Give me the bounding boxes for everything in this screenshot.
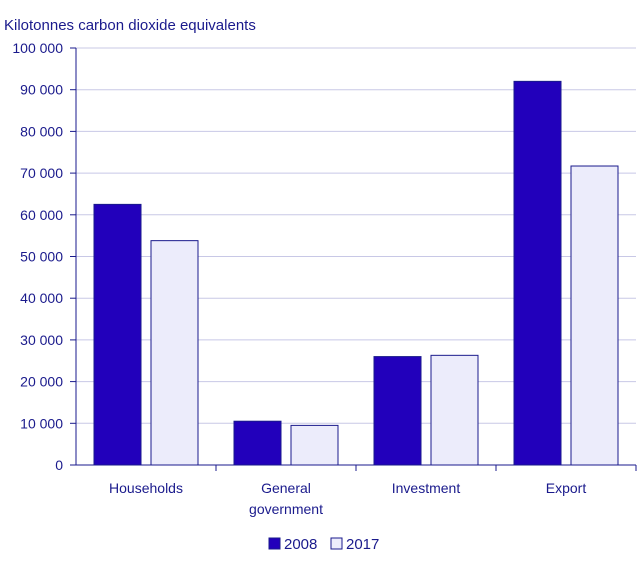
category-label: General [261, 480, 311, 496]
category-label: government [249, 501, 323, 517]
bar-2008 [93, 203, 142, 466]
bar-2017 [570, 165, 619, 466]
y-tick-label: 60 000 [20, 207, 63, 223]
y-tick-label: 10 000 [20, 415, 63, 431]
bar-2008 [513, 80, 562, 466]
bar-2017 [430, 354, 479, 466]
bar-2017 [150, 240, 199, 466]
y-tick-label: 20 000 [20, 374, 63, 390]
legend-swatch-2008 [268, 537, 281, 550]
category-label: Investment [392, 480, 461, 496]
y-tick-label: 0 [55, 457, 63, 473]
y-axis-title: Kilotonnes carbon dioxide equivalents [4, 17, 256, 34]
y-tick-label: 80 000 [20, 123, 63, 139]
bar-2008 [373, 356, 422, 466]
category-label: Households [109, 480, 183, 496]
y-axis-ticks: 0 10 000 20 000 30 000 40 000 50 000 60 000 70 … [12, 40, 76, 473]
y-tick-label: 40 000 [20, 290, 63, 306]
y-tick-label: 50 000 [20, 249, 63, 265]
x-axis-ticks: Households General government Investment Exp… [109, 465, 637, 517]
y-tick-label: 30 000 [20, 332, 63, 348]
legend-swatch-2017 [330, 537, 343, 550]
bar-2008 [233, 420, 282, 466]
legend-label-2017: 2017 [346, 536, 379, 553]
legend-label-2008: 2008 [284, 536, 317, 553]
y-tick-label: 70 000 [20, 165, 63, 181]
category-label: Export [546, 480, 587, 496]
bars [93, 80, 619, 466]
legend: 2008 2017 [268, 536, 379, 553]
bar-2017 [290, 424, 339, 466]
y-tick-label: 90 000 [20, 82, 63, 98]
y-tick-label: 100 000 [12, 40, 63, 56]
